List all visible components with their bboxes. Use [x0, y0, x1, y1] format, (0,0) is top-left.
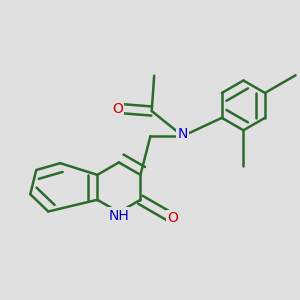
Text: O: O [167, 211, 178, 225]
Text: NH: NH [109, 208, 129, 223]
Text: O: O [112, 102, 123, 116]
Text: N: N [178, 127, 188, 141]
